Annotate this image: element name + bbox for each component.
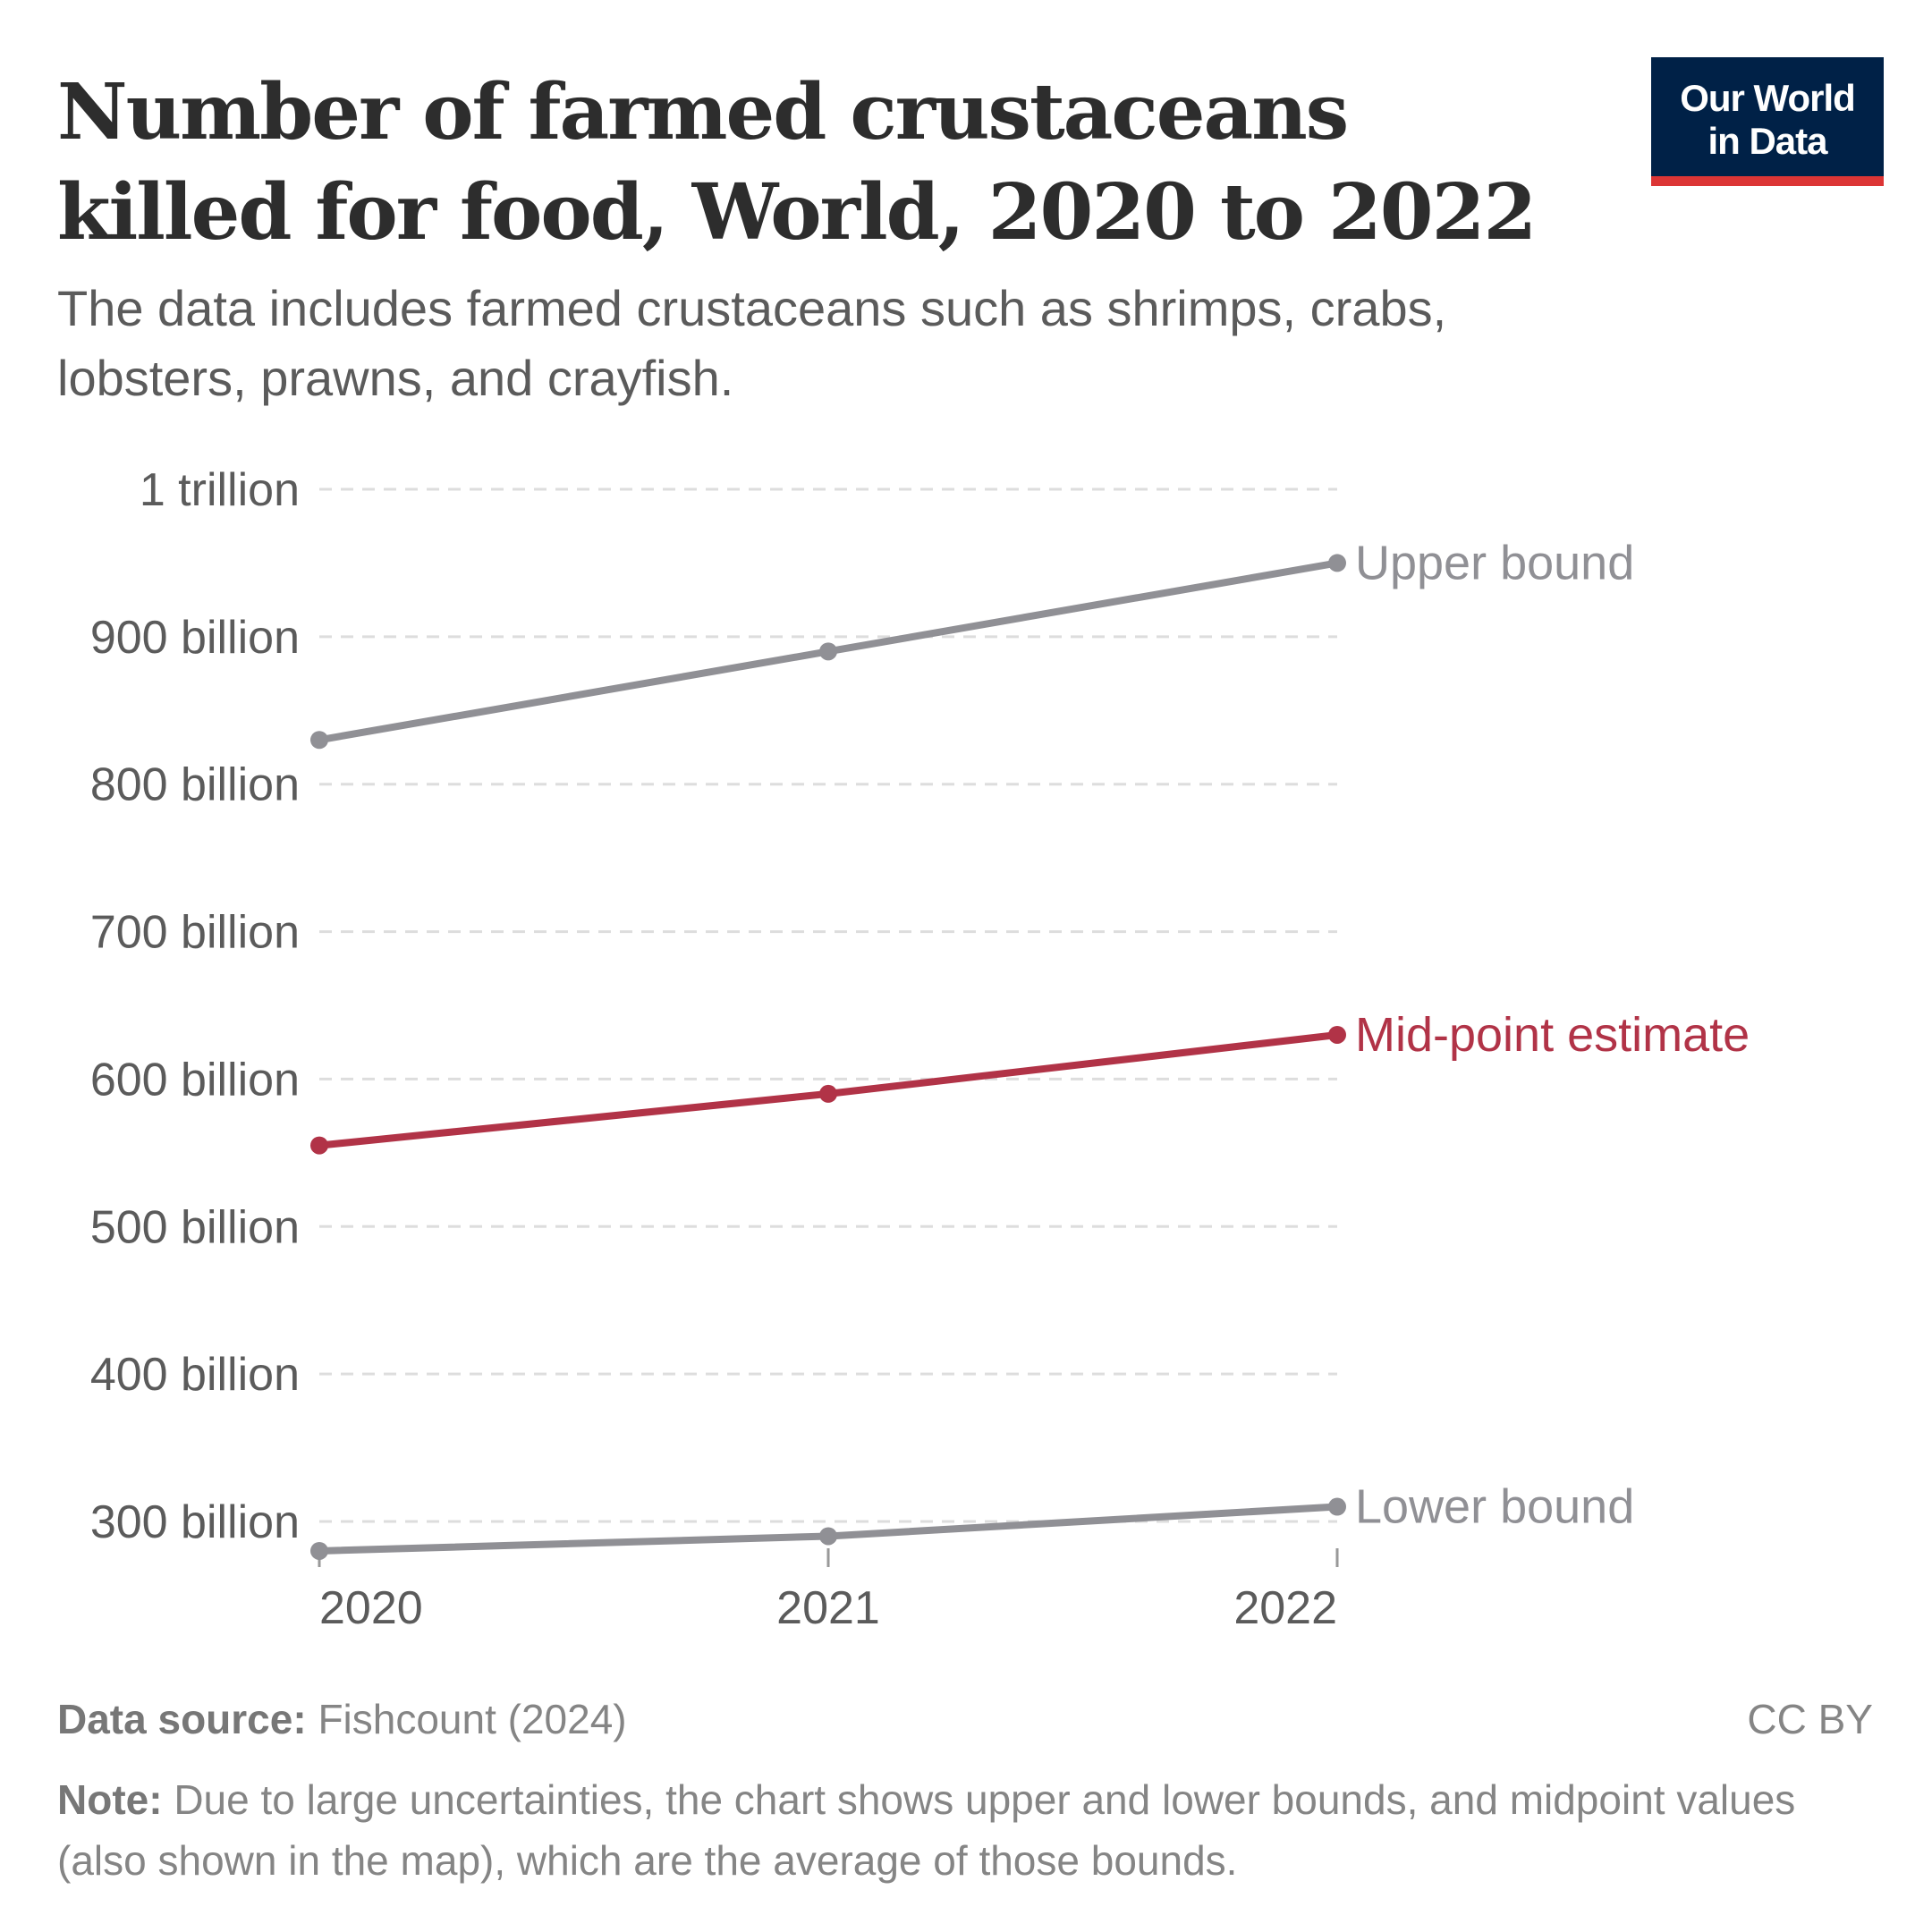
series-label: Lower bound xyxy=(1355,1480,1634,1534)
data-point xyxy=(819,1527,837,1546)
y-tick-label: 500 billion xyxy=(90,1201,300,1253)
data-source: Data source: Fishcount (2024) xyxy=(57,1695,627,1743)
data-point xyxy=(819,642,837,661)
chart-subtitle: The data includes farmed crustaceans suc… xyxy=(57,280,1447,406)
source-label: Data source: xyxy=(57,1696,307,1742)
logo-line-2: in Data xyxy=(1707,120,1827,162)
y-tick-label: 600 billion xyxy=(90,1054,300,1106)
series-label: Upper bound xyxy=(1355,536,1634,589)
license[interactable]: CC BY xyxy=(1747,1696,1873,1742)
y-tick-label: 1 trillion xyxy=(140,464,300,516)
y-tick-label: 400 billion xyxy=(90,1349,300,1401)
y-tick-label: 700 billion xyxy=(90,907,300,959)
data-point xyxy=(310,731,328,750)
data-point xyxy=(1328,1497,1346,1516)
y-tick-label: 300 billion xyxy=(90,1496,300,1548)
note-text: Due to large uncertainties, the chart sh… xyxy=(57,1776,1796,1884)
y-tick-label: 800 billion xyxy=(90,759,300,811)
source-text[interactable]: Fishcount (2024) xyxy=(318,1696,627,1742)
data-point xyxy=(310,1541,328,1560)
series-label: Mid-point estimate xyxy=(1355,1008,1750,1062)
chart-title: Number of farmed crustaceans killed for … xyxy=(57,67,1537,258)
owid-logo[interactable]: Our World in Data xyxy=(1651,57,1884,186)
y-tick-label: 900 billion xyxy=(90,612,300,664)
data-point xyxy=(819,1084,837,1103)
data-point xyxy=(1328,554,1346,572)
x-tick-label: 2021 xyxy=(776,1582,880,1634)
logo-line-1: Our World xyxy=(1680,77,1856,119)
data-point xyxy=(1328,1025,1346,1044)
x-tick-label: 2022 xyxy=(1233,1582,1337,1634)
data-point xyxy=(310,1136,328,1155)
x-tick-label: 2020 xyxy=(319,1582,423,1634)
note: Note: Due to large uncertainties, the ch… xyxy=(57,1769,1846,1891)
note-label: Note: xyxy=(57,1776,163,1823)
